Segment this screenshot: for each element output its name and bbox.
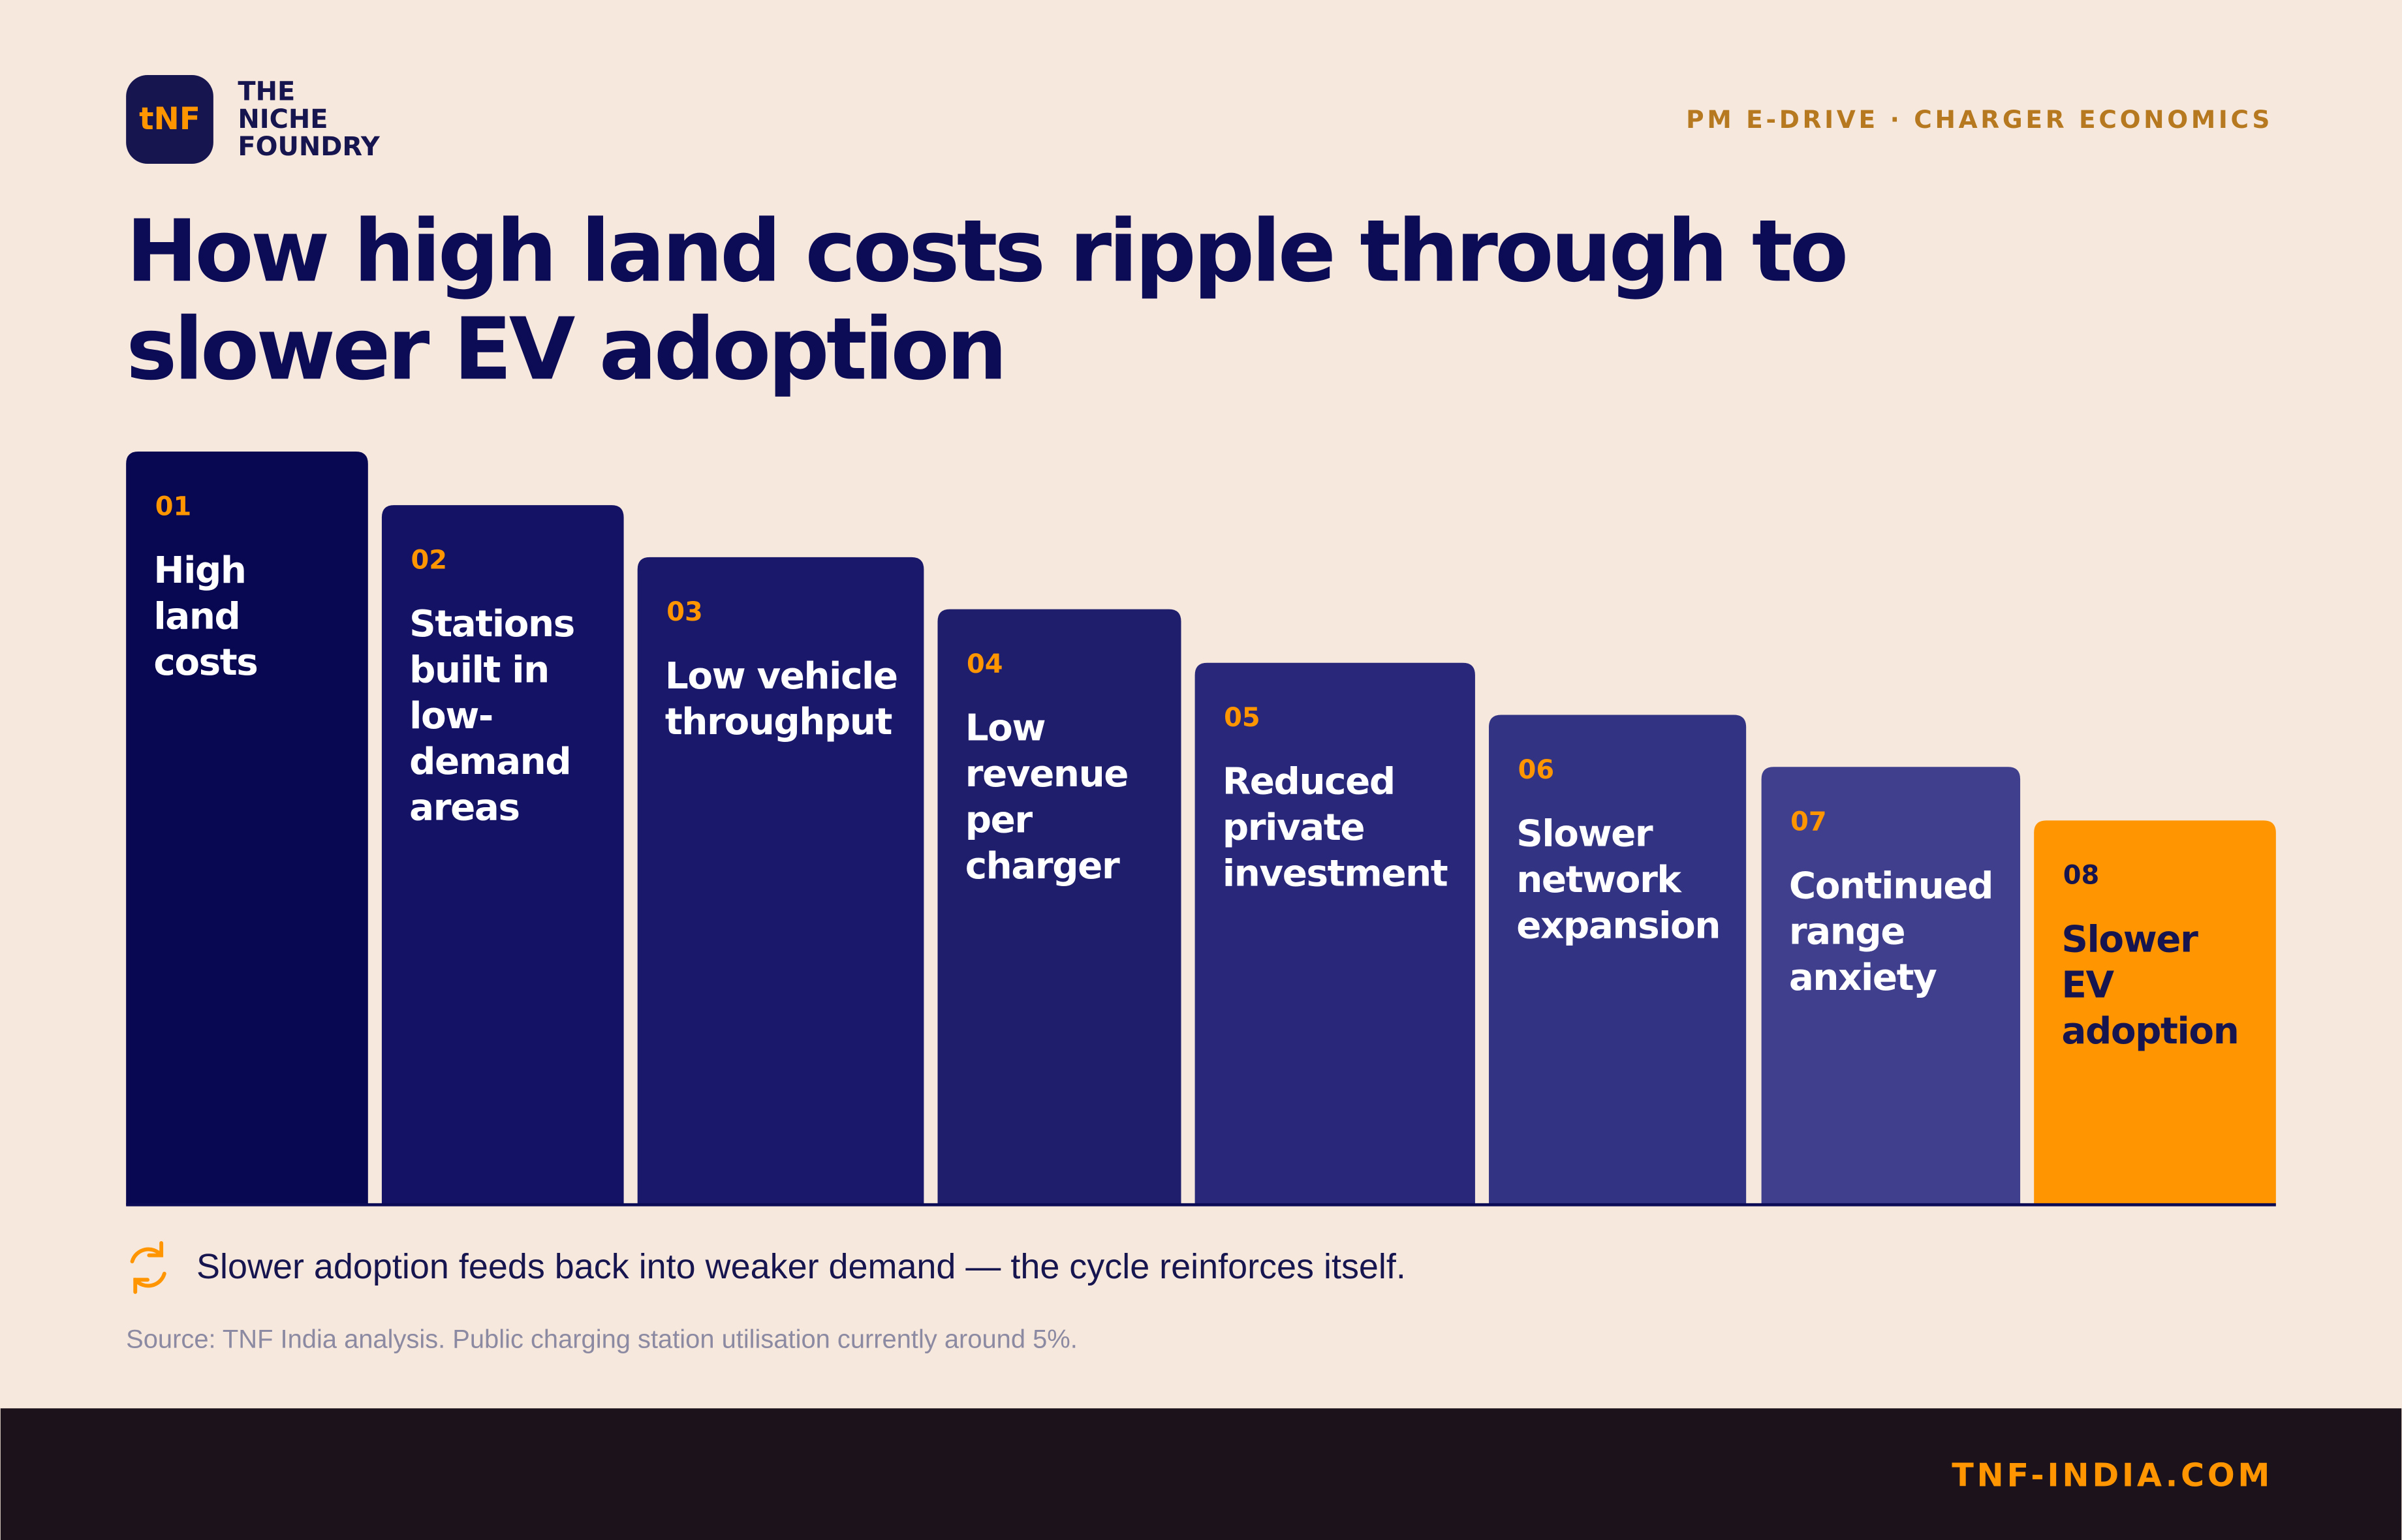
step-bar	[1761, 767, 2021, 1205]
step-label: Low vehicle	[665, 655, 897, 698]
step-label: anxiety	[1789, 957, 1937, 999]
step-bar	[637, 557, 924, 1205]
step-label: Slower	[2061, 918, 2198, 961]
step-label: range	[1789, 911, 1905, 953]
step-label: Low	[965, 707, 1046, 750]
step-label: costs	[153, 641, 257, 684]
footer-url: TNF-INDIA.COM	[1952, 1456, 2273, 1494]
step-label: Slower	[1516, 812, 1653, 855]
step-number: 08	[2063, 861, 2100, 891]
step-label: network	[1516, 859, 1682, 901]
brand-line: FOUNDRY	[238, 132, 381, 162]
step-label: charger	[965, 845, 1120, 887]
step-label: low-	[409, 695, 493, 737]
step-label: demand	[409, 741, 570, 783]
step-label: revenue	[965, 753, 1128, 795]
brand-line: NICHE	[238, 104, 328, 134]
step-number: 03	[666, 597, 703, 627]
footer-band	[0, 1408, 2402, 1540]
step-bar	[1489, 715, 1747, 1205]
step-label: Stations	[409, 603, 574, 645]
step-bar	[381, 505, 624, 1205]
cycle-icon	[130, 1240, 166, 1294]
step-label: Continued	[1789, 865, 1993, 907]
logo-text: tNF	[139, 101, 200, 137]
step-label: land	[153, 595, 240, 638]
step-label: throughput	[665, 701, 892, 743]
step-label: EV	[2061, 964, 2114, 1007]
step-label: adoption	[2061, 1010, 2238, 1053]
step-number: 02	[411, 545, 448, 575]
title-line: How high land costs ripple through to	[126, 201, 1845, 301]
step-label: expansion	[1516, 904, 1720, 947]
step-label: High	[153, 549, 245, 592]
step-label: areas	[409, 787, 519, 829]
step-bar	[2034, 820, 2276, 1205]
step-label: per	[965, 799, 1033, 841]
step-number: 04	[967, 649, 1003, 679]
brand-line: THE	[238, 77, 295, 107]
step-bar	[937, 609, 1181, 1205]
source: Source: TNF India analysis. Public charg…	[126, 1325, 1078, 1354]
step-number: 07	[1790, 807, 1827, 837]
step-number: 01	[155, 491, 192, 521]
step-label: private	[1223, 807, 1364, 849]
step-bar	[126, 452, 368, 1205]
step-label: Reduced	[1223, 761, 1395, 803]
step-number: 05	[1224, 703, 1260, 733]
title-line: slower EV adoption	[126, 299, 1005, 399]
step-label: built in	[409, 649, 549, 691]
logo-badge	[126, 74, 213, 164]
step-label: investment	[1223, 852, 1448, 895]
note: Slower adoption feeds back into weaker d…	[196, 1247, 1406, 1286]
header-tag: PM E-DRIVE · CHARGER ECONOMICS	[1686, 105, 2273, 134]
step-bar	[1194, 662, 1475, 1205]
step-number: 06	[1518, 755, 1555, 785]
